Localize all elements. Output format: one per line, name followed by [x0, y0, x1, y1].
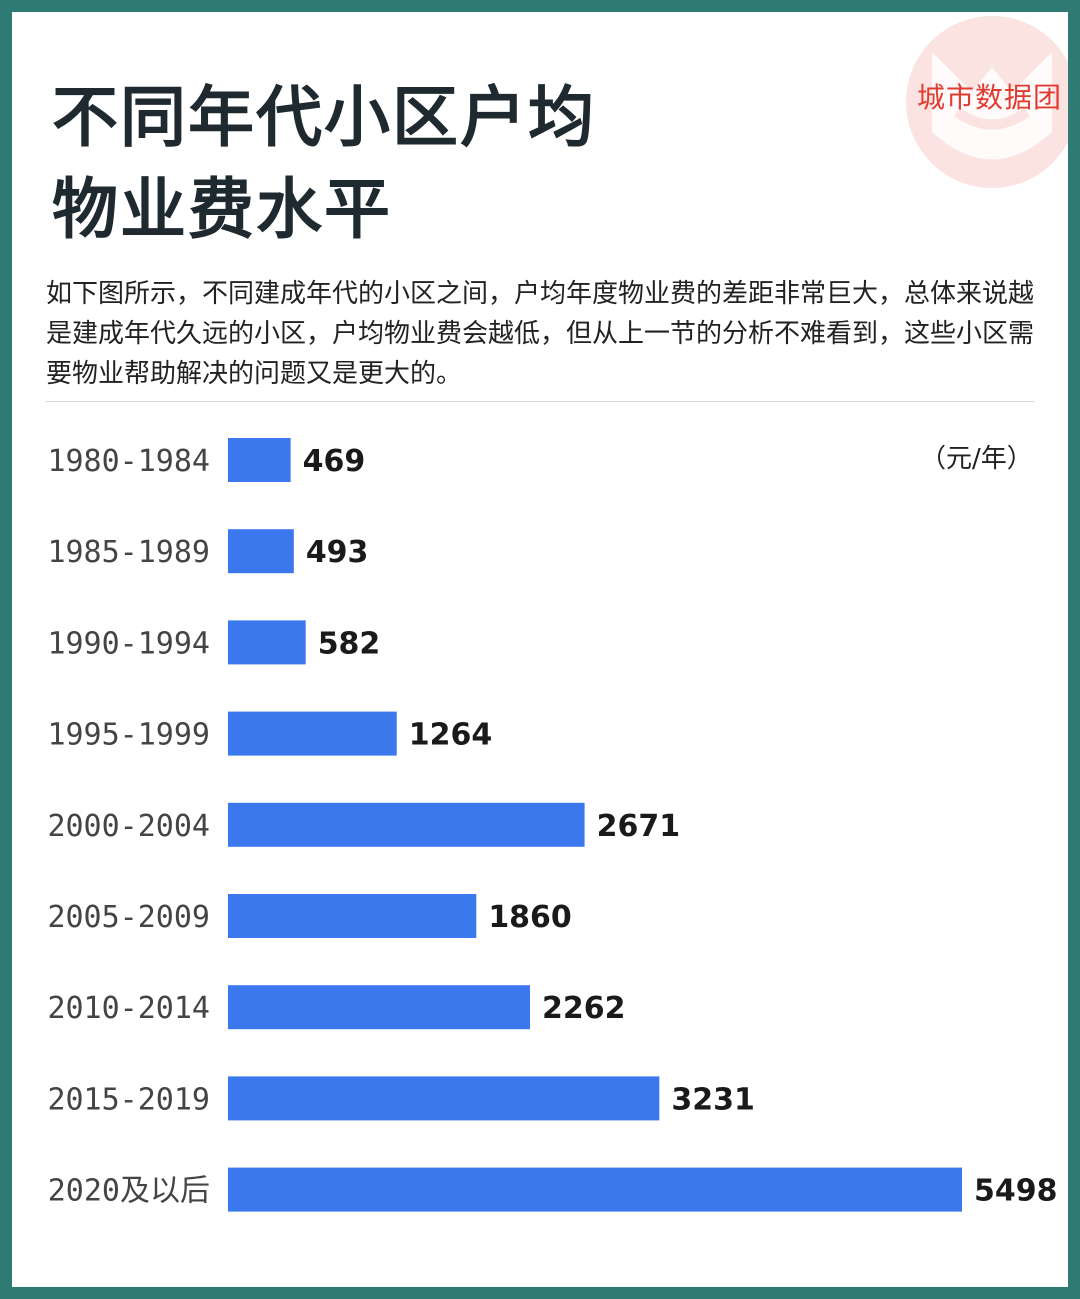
value-label: 2262 [542, 991, 626, 1026]
category-label: 2000-2004 [47, 809, 210, 844]
bar [228, 711, 397, 756]
value-label: 1264 [409, 718, 493, 753]
brand-logo-icon [906, 16, 1068, 188]
value-label: 582 [318, 626, 381, 661]
divider [46, 401, 1034, 402]
bar [228, 620, 306, 665]
value-label: 3231 [671, 1082, 755, 1117]
page-title: 不同年代小区户均 物业费水平 [52, 72, 596, 256]
unit-label: （元/年） [920, 444, 1033, 474]
bar [228, 1076, 660, 1121]
category-label: 2020及以后 [48, 1174, 210, 1209]
value-label: 5498 [974, 1174, 1058, 1209]
bar [228, 802, 585, 847]
bar-chart: 1980-1984 469 1985-1989 493 1990-1994 582 1995… [47, 438, 1058, 1212]
value-label: 2671 [597, 809, 681, 844]
brand-name: 城市数据团 [916, 81, 1062, 114]
bar [228, 1167, 962, 1212]
infographic-card: 城市数据团 不同年代小区户均 物业费水平 如下图所示，不同建成年代的小区之间，户… [12, 12, 1068, 1287]
value-label: 1860 [488, 900, 572, 935]
bar [228, 985, 530, 1030]
bar [228, 894, 477, 938]
title-line-2: 物业费水平 [52, 171, 392, 248]
value-label: 469 [303, 444, 366, 479]
category-label: 2010-2014 [47, 991, 210, 1026]
category-label: 1995-1999 [47, 718, 210, 753]
value-label: 493 [306, 535, 369, 570]
category-label: 1980-1984 [47, 444, 210, 479]
bar [228, 529, 294, 574]
intro-paragraph: 如下图所示，不同建成年代的小区之间，户均年度物业费的差距非常巨大，总体来说越是建… [46, 279, 1035, 389]
bar [228, 438, 291, 482]
title-line-1: 不同年代小区户均 [52, 79, 596, 156]
category-label: 1985-1989 [47, 535, 210, 570]
category-label: 1990-1994 [47, 626, 210, 661]
category-label: 2005-2009 [47, 900, 210, 935]
category-label: 2015-2019 [47, 1082, 210, 1117]
